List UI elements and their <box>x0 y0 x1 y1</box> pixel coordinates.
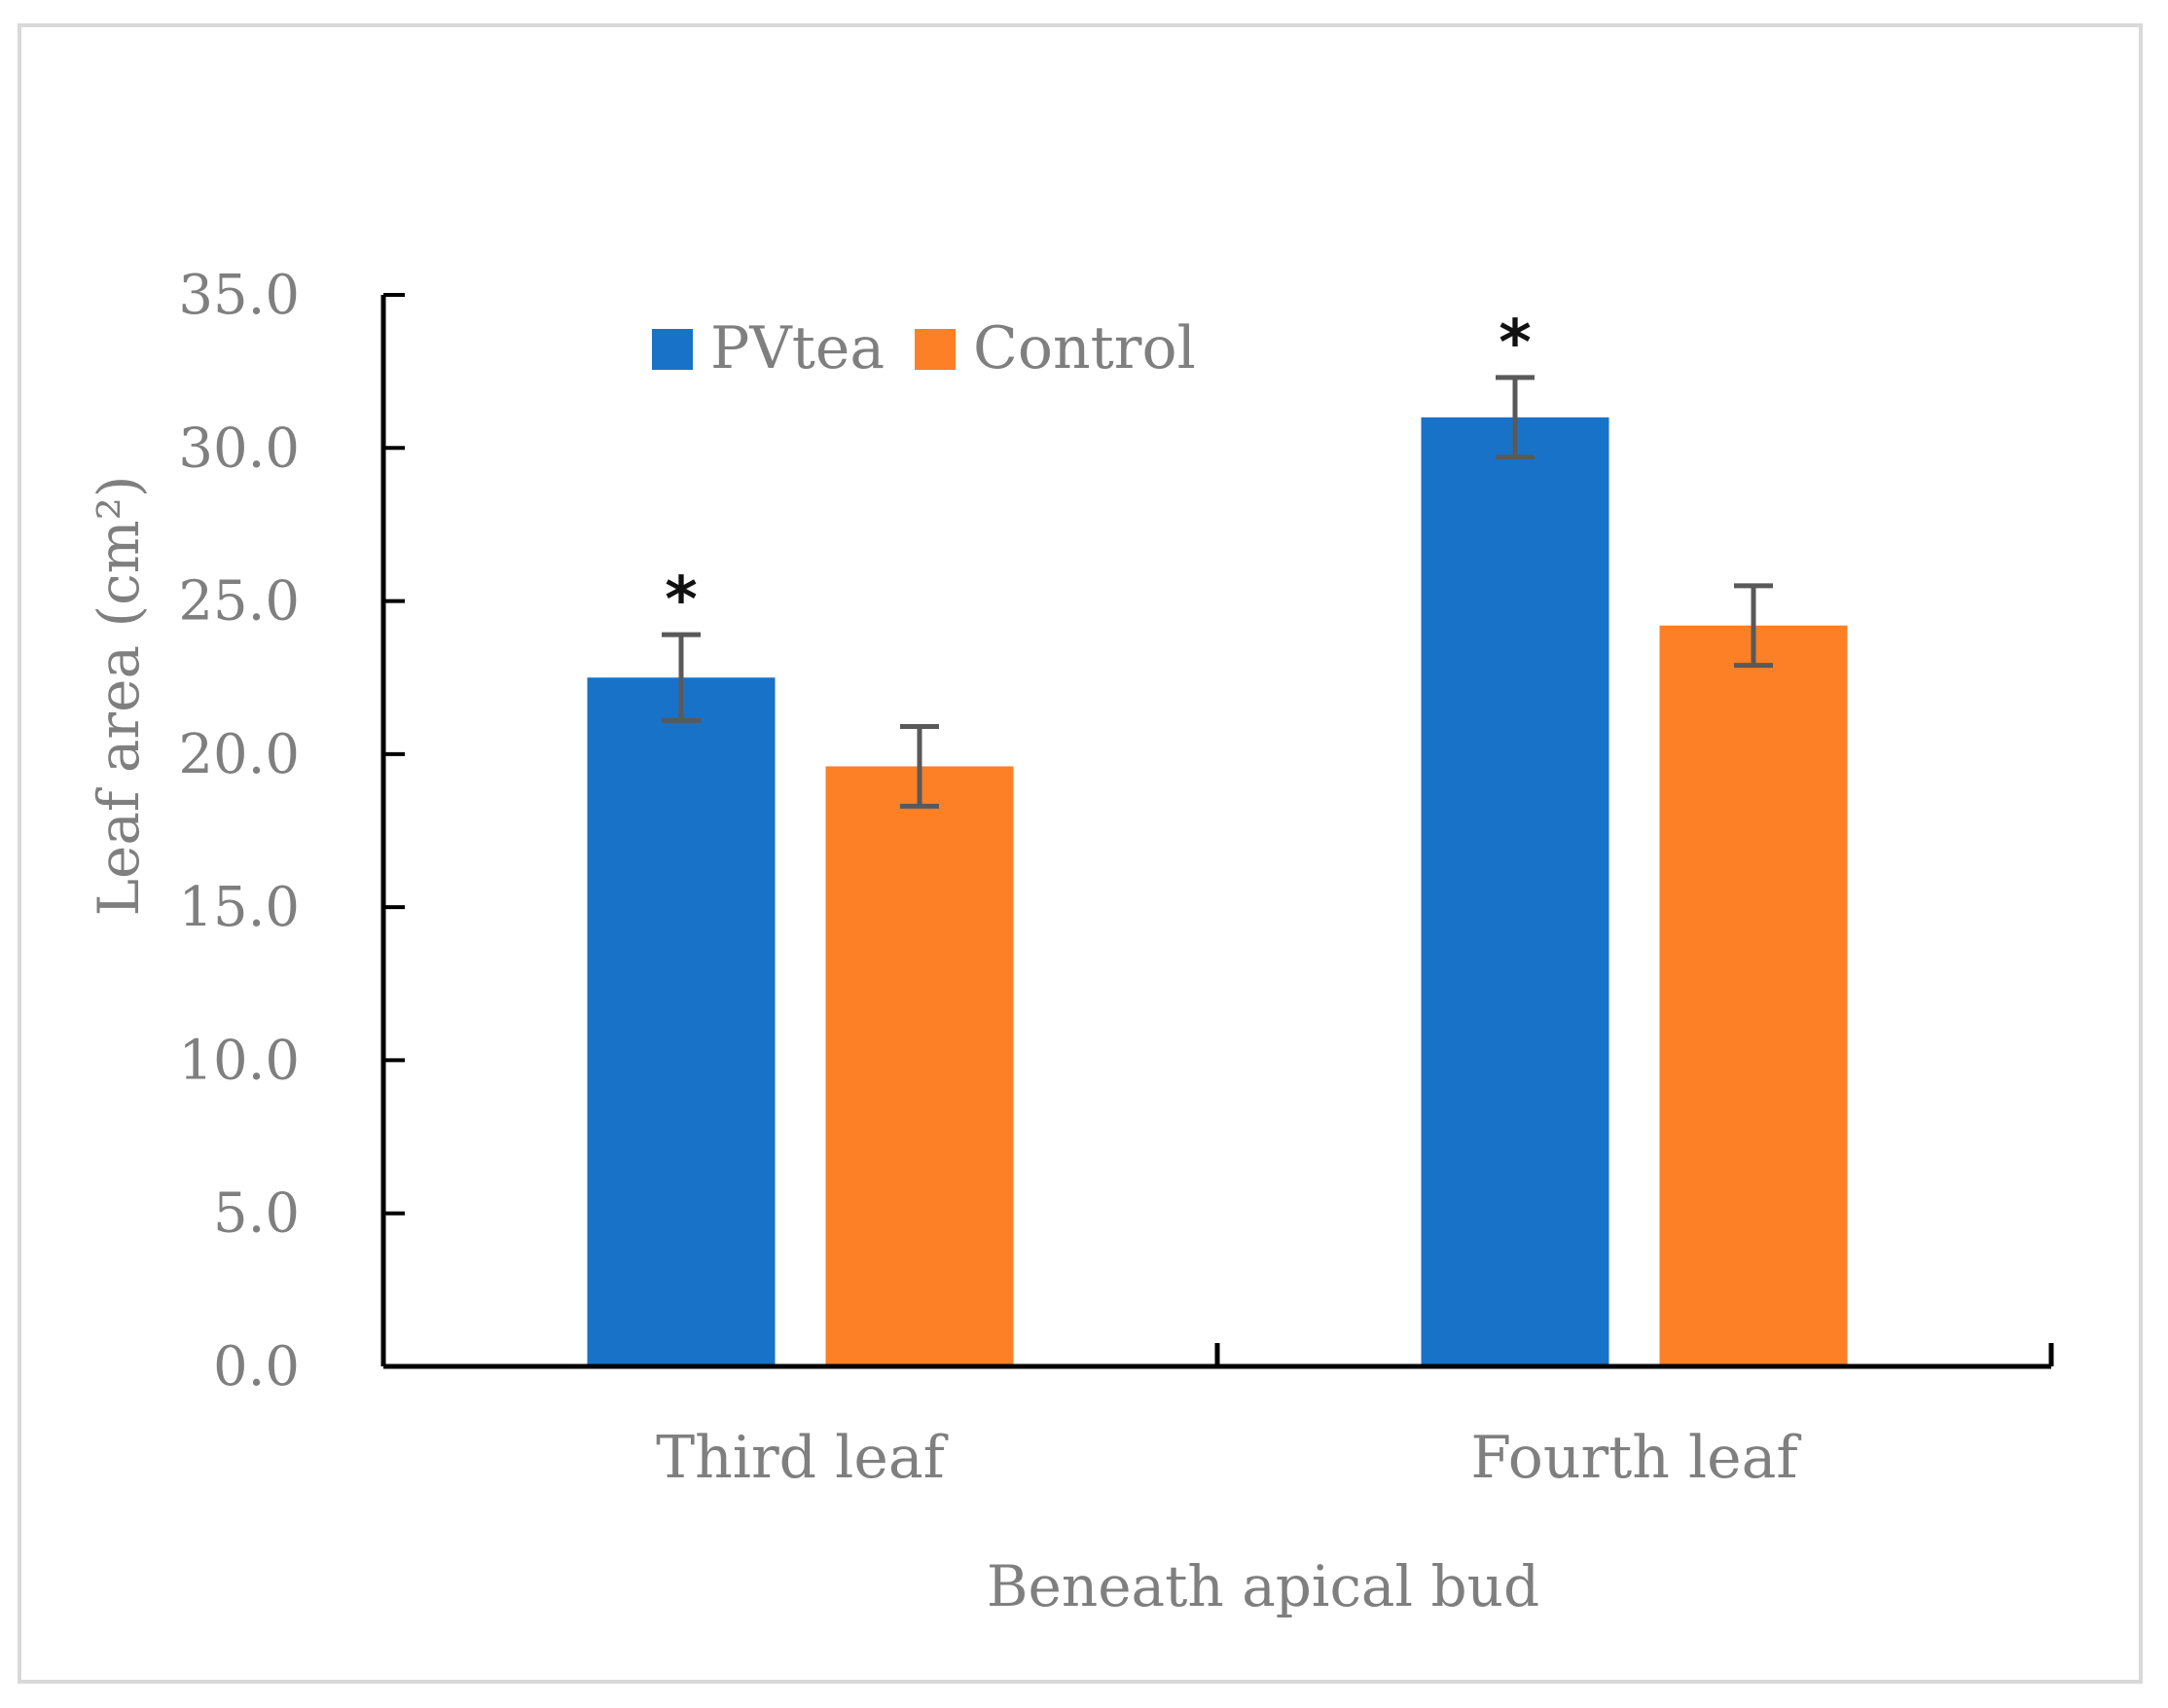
category-label: Fourth leaf <box>1470 1424 1801 1492</box>
legend-swatch <box>915 329 956 370</box>
y-axis-ticks: 0.0 5.0 10.0 15.0 20.0 25.0 30.0 35.0 <box>178 264 405 1399</box>
significance-marks: ** <box>665 308 1531 636</box>
bar <box>1421 417 1609 1366</box>
significance-mark: * <box>1499 308 1531 380</box>
y-tick-label: 20.0 <box>178 723 300 786</box>
significance-mark: * <box>665 564 697 636</box>
error-bars <box>662 375 1773 809</box>
legend-label: Control <box>973 314 1196 382</box>
y-axis-title: Leaf area (cm²) <box>86 476 152 917</box>
category-label: Third leaf <box>656 1424 948 1492</box>
legend-label: PVtea <box>710 314 885 382</box>
category-labels: Third leaf Fourth leaf <box>656 1424 1801 1492</box>
x-axis-title: Beneath apical bud <box>987 1553 1539 1619</box>
y-tick-label: 5.0 <box>213 1182 300 1246</box>
axes <box>380 295 2054 1369</box>
bar <box>1659 625 1848 1366</box>
y-tick-label: 30.0 <box>178 417 300 480</box>
y-tick-label: 25.0 <box>178 570 300 634</box>
y-tick-label: 35.0 <box>178 264 300 327</box>
y-tick-label: 10.0 <box>178 1029 300 1092</box>
y-tick-label: 0.0 <box>213 1335 300 1399</box>
bar <box>825 766 1014 1366</box>
bar <box>587 677 776 1366</box>
bars <box>587 417 1848 1366</box>
legend: PVtea Control <box>652 314 1196 382</box>
legend-swatch <box>652 329 693 370</box>
y-tick-label: 15.0 <box>178 876 300 939</box>
